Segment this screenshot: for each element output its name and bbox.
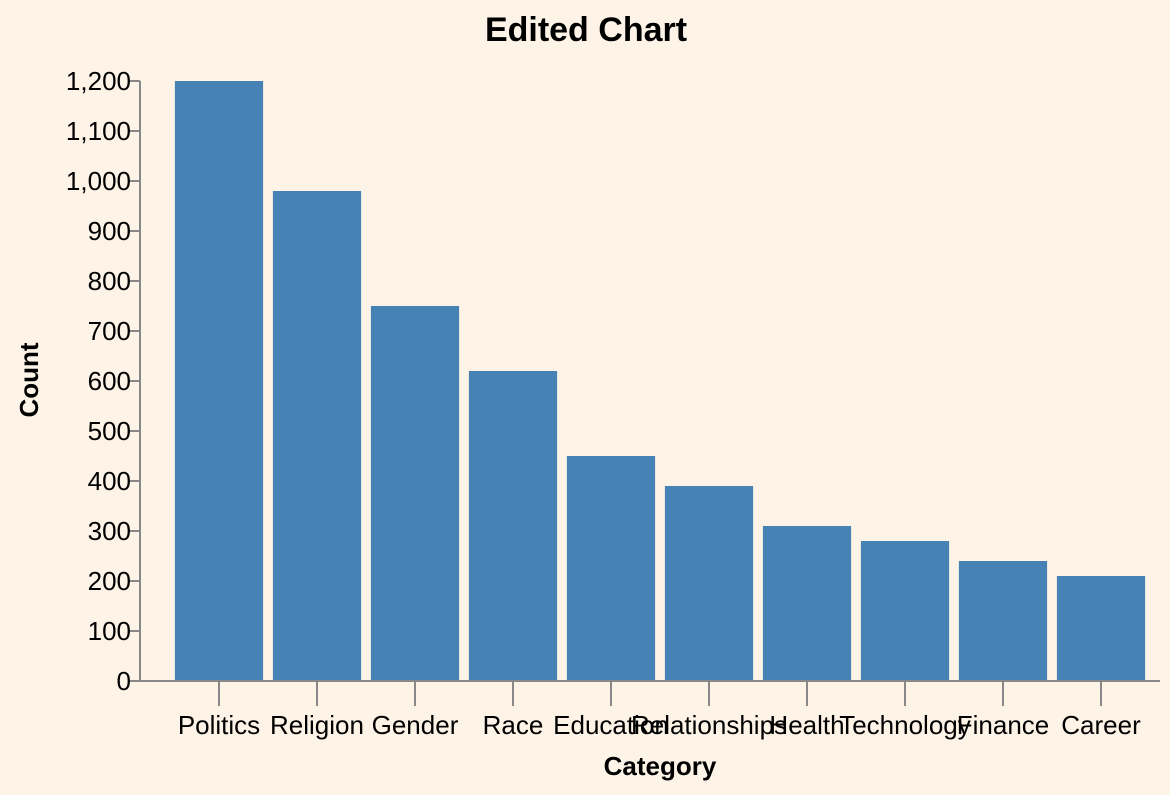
bar-career bbox=[1056, 576, 1146, 681]
y-tick-label: 1,100 bbox=[66, 116, 131, 146]
x-tick-label-gender: Gender bbox=[372, 710, 459, 740]
bar-gender bbox=[370, 306, 460, 681]
x-tick-label-health: Health bbox=[769, 710, 844, 740]
y-tick-label: 500 bbox=[88, 416, 131, 446]
y-tick-label: 1,000 bbox=[66, 166, 131, 196]
bar-politics bbox=[174, 81, 264, 681]
x-axis: Politics Religion Gender Race EducationRelat… bbox=[140, 680, 1160, 740]
y-tick-label: 800 bbox=[88, 266, 131, 296]
bar-health bbox=[762, 526, 852, 681]
x-tick-label-race: Race bbox=[483, 710, 544, 740]
x-axis-title: Category bbox=[604, 751, 717, 781]
y-tick-label: 600 bbox=[88, 366, 131, 396]
bar-finance bbox=[958, 561, 1048, 681]
y-tick-label: 100 bbox=[88, 616, 131, 646]
y-tick-label: 0 bbox=[117, 666, 131, 696]
bar-education bbox=[566, 456, 656, 681]
chart-title: Edited Chart bbox=[485, 11, 687, 49]
y-tick-label: 200 bbox=[88, 566, 131, 596]
bar-relationships bbox=[664, 486, 754, 681]
bars-group bbox=[174, 81, 1146, 681]
y-tick-label: 400 bbox=[88, 466, 131, 496]
x-tick-label-technology: Technology bbox=[839, 710, 971, 740]
x-tick-label-education: Education bbox=[553, 710, 669, 740]
y-tick-label: 700 bbox=[88, 316, 131, 346]
x-tick-label-finance: Finance bbox=[957, 710, 1050, 740]
x-tick-label-career: Career bbox=[1061, 710, 1141, 740]
bar-race bbox=[468, 371, 558, 681]
x-tick-label-politics: Politics bbox=[178, 710, 260, 740]
y-tick-label: 1,200 bbox=[66, 66, 131, 96]
y-axis: 0 100 200 300 400 500 600 700 800 900 1,000 1,100 1,… bbox=[66, 66, 141, 696]
bar-technology bbox=[860, 541, 950, 681]
y-axis-title: Count bbox=[14, 342, 44, 417]
bar-religion bbox=[272, 191, 362, 681]
y-tick-label: 900 bbox=[88, 216, 131, 246]
y-tick-label: 300 bbox=[88, 516, 131, 546]
x-tick-label-religion: Religion bbox=[270, 710, 364, 740]
x-tick-label-relationships: Relationships bbox=[631, 710, 787, 740]
